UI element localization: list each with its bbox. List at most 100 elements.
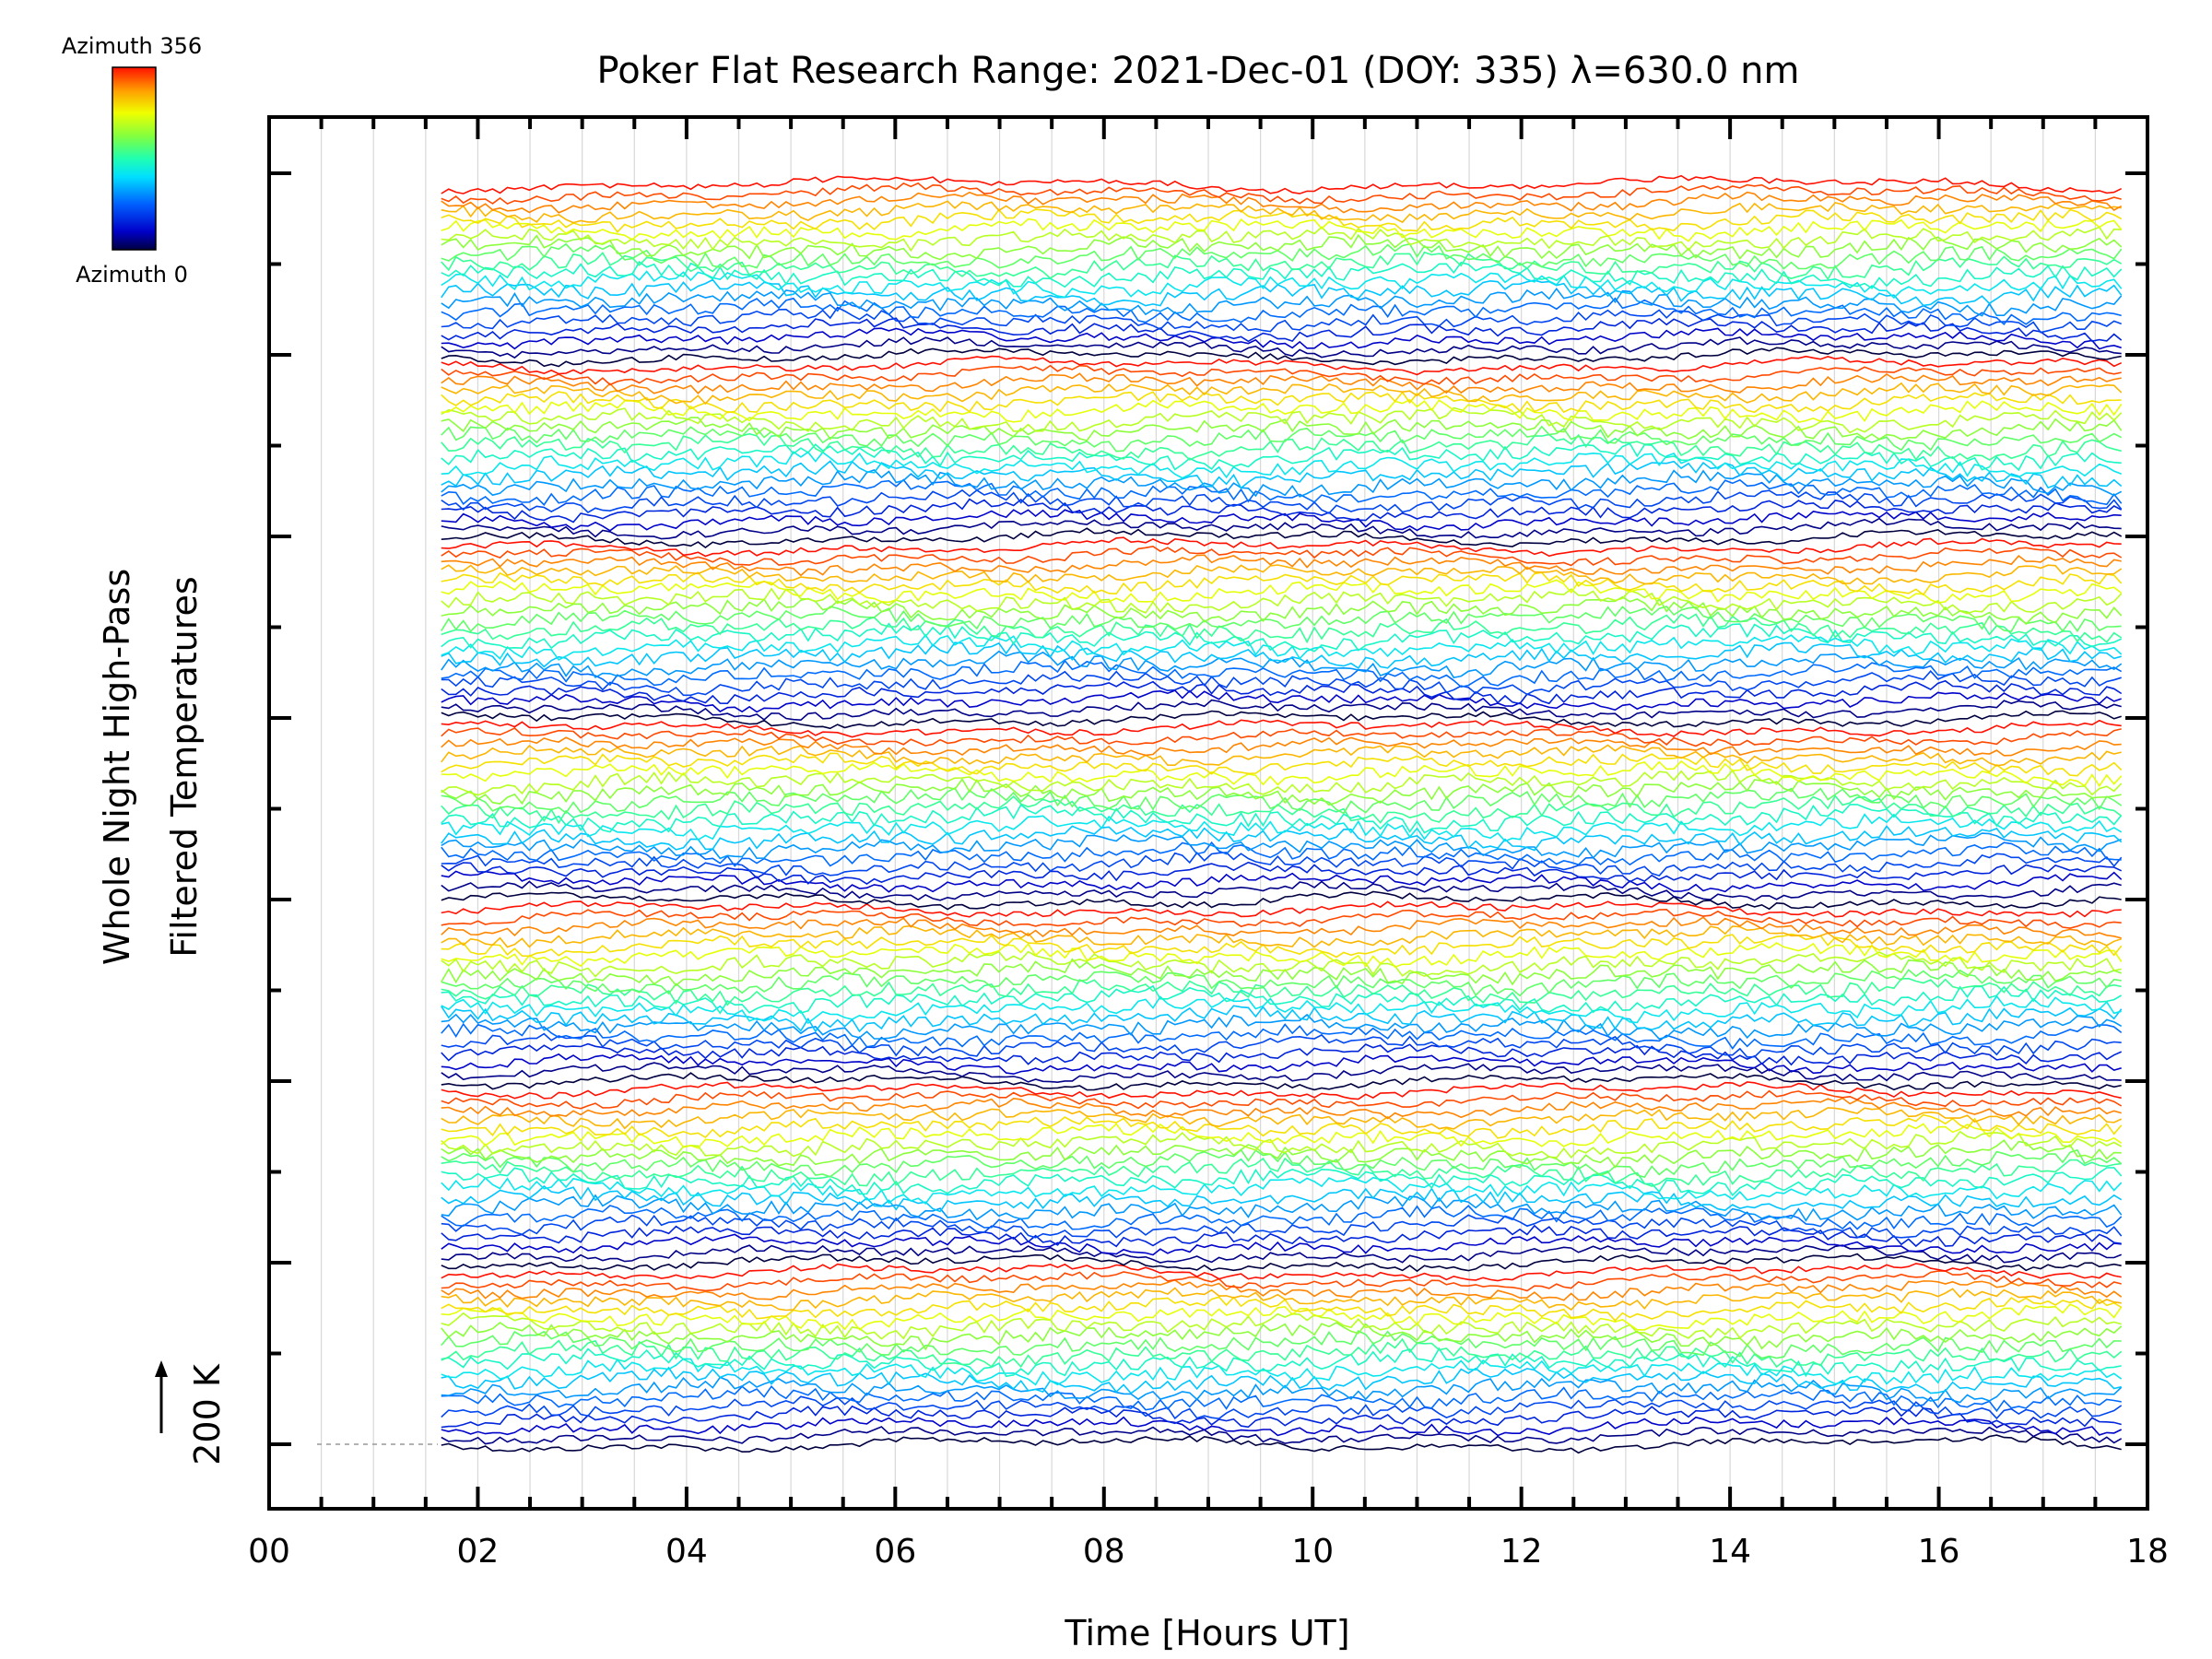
series-trace <box>441 317 2123 343</box>
series-trace <box>441 1426 2123 1445</box>
series-trace <box>441 1194 2123 1222</box>
series-trace <box>441 372 2122 394</box>
series-trace <box>441 1337 2123 1369</box>
series-trace <box>441 1053 2122 1076</box>
series-trace <box>441 1042 2123 1066</box>
x-tick-label: 10 <box>1291 1533 1334 1571</box>
series-trace <box>441 242 2123 270</box>
series-trace <box>441 880 2122 901</box>
series-trace <box>441 478 2123 506</box>
series-trace <box>441 794 2123 825</box>
series-trace <box>441 1205 2123 1230</box>
series-trace <box>441 595 2123 626</box>
series-trace <box>441 710 2122 730</box>
series-trace <box>441 659 2123 688</box>
colorbar <box>112 66 157 251</box>
series-trace <box>441 1270 2122 1292</box>
series-trace <box>441 870 2123 893</box>
colorbar-bottom-label: Azimuth 0 <box>76 262 188 288</box>
series-trace <box>441 364 2122 386</box>
series-trace <box>441 841 2122 867</box>
series-trace <box>441 744 2122 767</box>
series-trace <box>441 1330 2122 1359</box>
colorbar-legend: Azimuth 356 Azimuth 0 <box>62 33 202 288</box>
series-trace <box>441 191 2123 214</box>
scale-bar-arrow-head <box>155 1360 168 1377</box>
series-trace <box>441 851 2123 877</box>
series-trace <box>441 958 2122 987</box>
series-trace <box>441 336 2122 359</box>
series-trace <box>441 832 2122 860</box>
series-trace <box>441 1253 2122 1273</box>
series-trace <box>441 1081 2122 1100</box>
x-axis-label: Time [Hours UT] <box>1064 1613 1349 1653</box>
series-trace <box>441 890 2122 911</box>
series-trace <box>441 1214 2123 1239</box>
series-trace <box>441 1062 2122 1084</box>
x-tick-label: 16 <box>1918 1533 1960 1571</box>
series-trace <box>441 1167 2123 1197</box>
series-trace <box>441 432 2122 461</box>
series-trace <box>441 571 2123 596</box>
series-trace <box>441 1405 2122 1429</box>
series-trace <box>441 813 2123 842</box>
series-trace <box>441 488 2123 514</box>
series-trace <box>441 208 2123 233</box>
series-trace <box>441 924 2122 948</box>
series-trace <box>441 787 2123 815</box>
series-trace <box>441 984 2123 1015</box>
series-trace <box>441 606 2122 633</box>
series-trace <box>441 994 2122 1025</box>
x-tick-label: 04 <box>665 1533 708 1571</box>
series-trace <box>441 1434 2122 1454</box>
series-trace <box>441 442 2122 472</box>
colorbar-top-label: Azimuth 356 <box>62 33 202 59</box>
series-trace <box>441 1072 2122 1091</box>
series-trace <box>441 1278 2123 1301</box>
scale-bar-label: 200 K <box>187 1363 228 1465</box>
series-trace <box>441 1113 2123 1139</box>
series-trace <box>441 670 2122 697</box>
series-trace <box>441 1321 2123 1351</box>
series-trace <box>441 564 2123 585</box>
series-trace <box>441 261 2123 289</box>
axis-ticks <box>267 117 2149 1509</box>
series-trace <box>441 916 2122 939</box>
series-trace <box>441 1233 2122 1256</box>
series-trace <box>441 736 2122 757</box>
series-trace <box>441 391 2122 414</box>
series-trace <box>441 1130 2123 1159</box>
series-trace <box>441 933 2123 959</box>
series-trace <box>441 950 2122 978</box>
series-trace <box>441 689 2122 713</box>
series-trace <box>441 942 2123 969</box>
series-trace <box>441 251 2123 281</box>
series-trace <box>441 1296 2123 1322</box>
series-trace <box>441 579 2123 604</box>
series-trace <box>441 1157 2122 1187</box>
series-trace <box>441 1263 2122 1282</box>
series-trace <box>441 460 2123 489</box>
x-tick-label: 06 <box>874 1533 916 1571</box>
series-trace <box>441 545 2123 567</box>
series-trace <box>441 468 2123 498</box>
series-trace <box>441 1022 2123 1050</box>
series-trace <box>441 699 2122 722</box>
series-trace <box>441 517 2122 540</box>
series-trace <box>441 1176 2123 1206</box>
series-trace <box>441 1107 2123 1130</box>
series-trace <box>441 382 2123 406</box>
series-trace <box>441 752 2123 777</box>
series-trace <box>441 759 2123 788</box>
series-trace <box>441 527 2123 548</box>
series-trace <box>441 1416 2123 1437</box>
series-trace <box>441 306 2122 334</box>
series-trace <box>441 536 2122 558</box>
series-trace <box>441 406 2123 434</box>
series-trace <box>441 969 2122 997</box>
series-trace <box>441 1358 2123 1386</box>
series-trace <box>441 1097 2122 1120</box>
series-trace <box>441 347 2122 368</box>
series-trace <box>441 900 2122 918</box>
series-trace <box>441 451 2122 479</box>
